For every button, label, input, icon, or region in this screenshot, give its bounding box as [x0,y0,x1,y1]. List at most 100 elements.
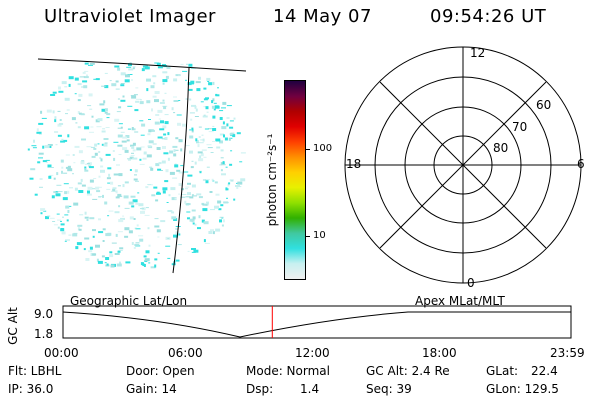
speckle [58,86,61,90]
speckle [108,173,111,177]
speckle [162,187,168,191]
speckle [203,156,207,158]
speckle [33,139,35,143]
speckle [84,211,87,215]
speckle [107,167,112,170]
speckle [127,128,131,130]
speckle [104,111,108,114]
speckle [61,231,66,235]
speckle [131,152,134,154]
speckle [161,160,166,164]
speckle [125,261,131,264]
speckle [203,203,207,205]
speckle [92,235,95,238]
speckle [220,164,226,166]
speckle [116,164,120,166]
speckle [93,78,99,80]
speckle [39,178,43,180]
speckle [203,239,206,243]
speckle [145,207,149,209]
speckle [40,212,43,215]
speckle [175,259,180,262]
speckle [60,159,64,163]
speckle [165,75,169,79]
speckle [119,247,124,250]
speckle [214,105,219,107]
speckle [67,134,70,138]
speckle [162,125,167,129]
speckle [163,152,169,155]
speckle [65,113,68,115]
speckle [119,261,121,264]
speckle [196,140,199,142]
speckle [139,101,144,105]
speckle [65,205,70,209]
speckle [199,171,202,174]
speckle [84,166,87,170]
speckle [120,126,123,129]
speckle [145,250,150,254]
speckle [73,232,78,234]
speckle [128,63,132,67]
speckle [178,183,182,186]
speckle [174,164,179,168]
speckle [144,258,150,262]
speckle [226,197,228,199]
speckle [168,194,171,197]
speckle [129,62,132,65]
speckle [38,157,43,159]
speckle [122,136,128,139]
speckle [45,159,50,161]
speckle [190,118,193,121]
speckle [139,158,142,161]
speckle [50,94,56,96]
speckle [198,196,203,199]
speckle [86,146,92,148]
speckle [134,131,139,133]
speckle [65,239,70,242]
speckle [140,210,145,214]
speckle [120,72,126,76]
speckle [100,169,105,173]
speckle [84,168,87,170]
speckle [97,260,103,264]
speckle [188,88,193,91]
speckle [189,98,192,101]
speckle [125,135,130,138]
speckle [180,148,183,152]
speckle [154,99,159,103]
speckle [135,100,140,103]
speckle [126,139,130,142]
speckle [147,184,152,185]
speckle [173,218,178,221]
ip-status: IP: 36.0 [8,382,54,396]
mlt-label-0: 0 [467,276,475,290]
speckle [170,187,176,191]
speckle [38,152,44,155]
speckle [72,233,78,237]
speckle [195,138,198,142]
dsp-label: Dsp: [246,382,274,396]
speckle [219,110,224,112]
speckle [156,62,161,66]
speckle [86,74,88,77]
speckle [103,100,106,104]
speckle [191,127,194,131]
speckle [140,134,145,136]
speckle [197,227,201,230]
speckle [165,245,171,247]
speckle [141,68,145,72]
speckle [169,171,175,175]
speckle [189,135,194,139]
speckle [121,140,127,143]
speckle [97,118,103,122]
speckle [56,172,59,176]
speckle [155,114,160,116]
speckle [115,196,120,199]
speckle [177,244,182,246]
speckle [156,192,161,195]
speckle [194,116,199,117]
speckle [194,161,197,165]
speckle [132,157,138,160]
speckle [163,133,167,136]
